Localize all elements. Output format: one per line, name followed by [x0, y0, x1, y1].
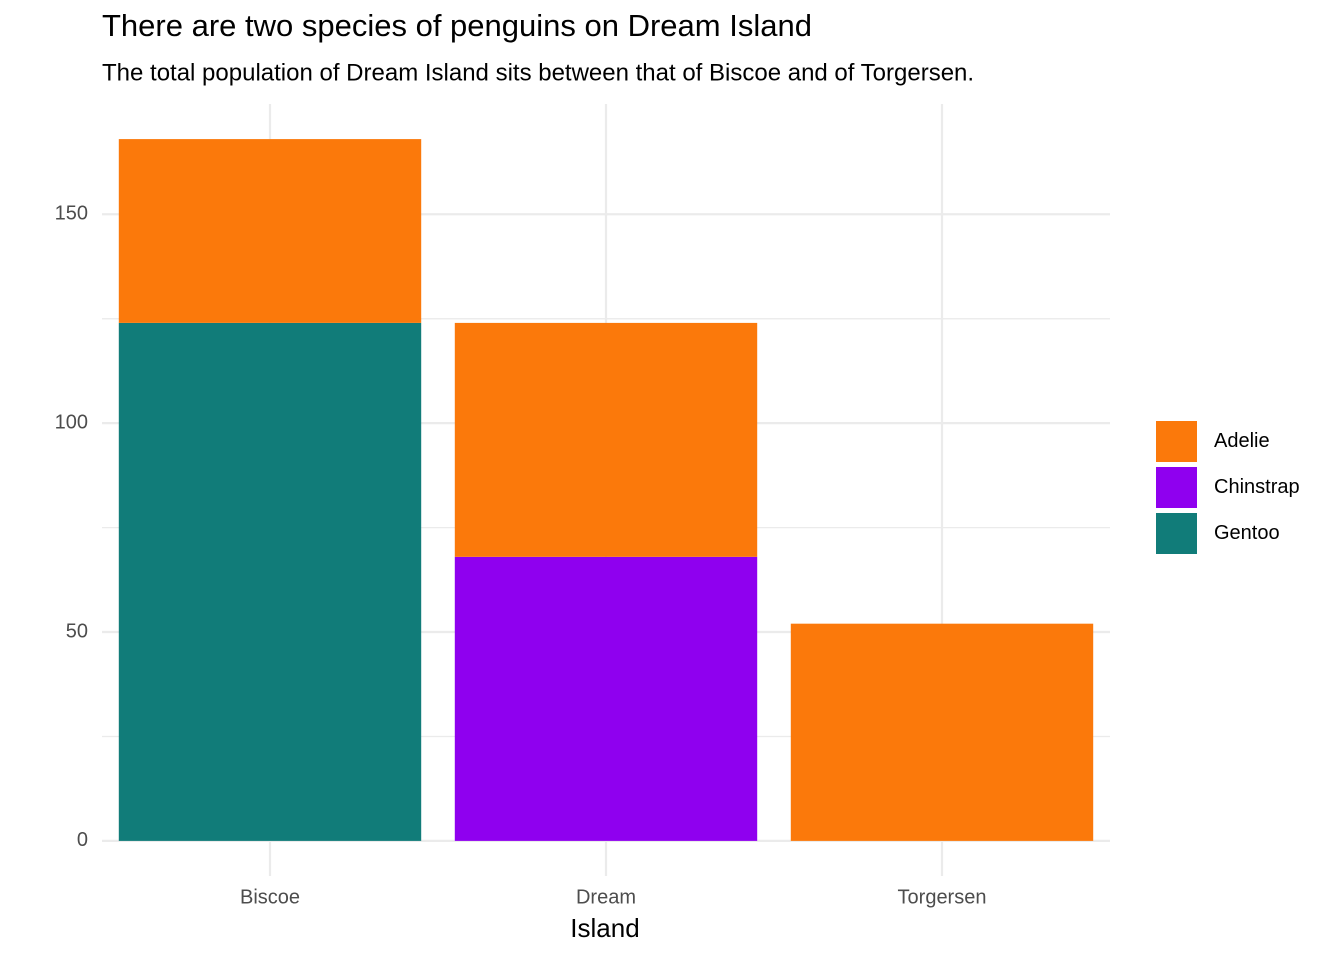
- y-tick-label: 0: [77, 829, 88, 851]
- x-tick-label: Torgersen: [898, 886, 987, 908]
- x-tick-label: Dream: [576, 886, 636, 908]
- y-tick-label: 50: [66, 620, 88, 642]
- legend-key: [1156, 467, 1197, 508]
- x-tick-label: Biscoe: [240, 886, 300, 908]
- bar-segment: [454, 556, 758, 841]
- bar-segment: [118, 322, 422, 841]
- x-axis-title: Island: [570, 913, 639, 943]
- y-tick-label: 100: [55, 411, 88, 433]
- legend-key: [1156, 421, 1197, 462]
- bar-segment: [118, 139, 422, 323]
- chart-subtitle: The total population of Dream Island sit…: [102, 59, 974, 86]
- bar-segment: [454, 322, 758, 557]
- y-tick-label: 150: [55, 203, 88, 225]
- legend-label: Gentoo: [1214, 522, 1280, 544]
- legend-label: Adelie: [1214, 430, 1270, 452]
- legend-key: [1156, 513, 1197, 554]
- bar-segment: [790, 623, 1094, 841]
- chart-title: There are two species of penguins on Dre…: [102, 8, 812, 43]
- legend-label: Chinstrap: [1214, 476, 1300, 498]
